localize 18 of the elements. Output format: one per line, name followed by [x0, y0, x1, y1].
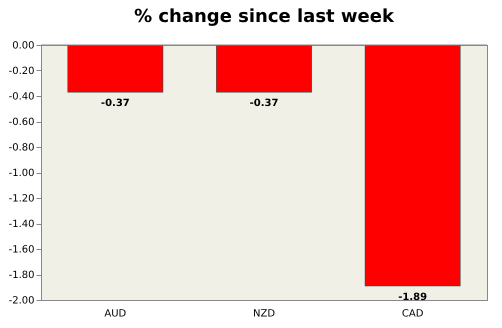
data-label: -0.37 [250, 98, 278, 110]
y-tick-label: -0.40 [8, 92, 34, 102]
data-label: -1.89 [398, 292, 428, 303]
y-tick-label: -1.00 [8, 168, 34, 179]
y-tick-label: -1.40 [8, 219, 34, 230]
x-tick-label: CAD [402, 308, 424, 320]
chart-title: % change since last week [134, 6, 395, 27]
x-tick-label: NZD [252, 308, 276, 320]
y-tick-label: -2.00 [8, 296, 34, 306]
y-tick-label: 0.00 [12, 40, 34, 52]
y-tick-label: -0.20 [8, 66, 34, 77]
y-tick-label: -1.60 [8, 244, 34, 256]
y-tick-label: -0.80 [8, 142, 34, 154]
y-tick-label: -1.80 [8, 270, 34, 281]
y-tick-label: -1.20 [8, 194, 34, 204]
data-label: -0.37 [100, 98, 130, 110]
y-tick-label: -0.60 [8, 117, 34, 128]
x-tick-label: AUD [104, 308, 127, 320]
